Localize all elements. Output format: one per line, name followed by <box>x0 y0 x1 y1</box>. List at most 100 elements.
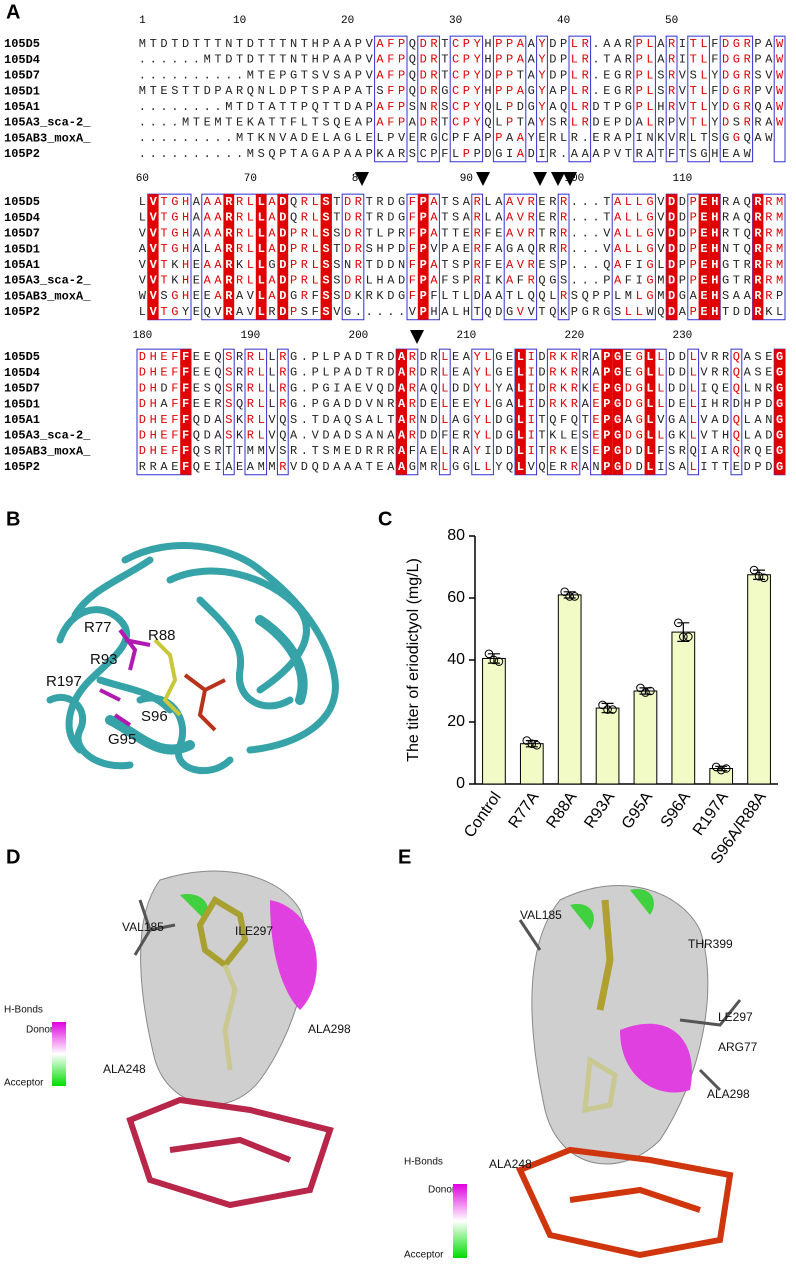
legend-label: Donor <box>428 1185 456 1196</box>
position-number: 20 <box>341 15 354 27</box>
position-number: 50 <box>665 15 678 27</box>
replicate-point <box>489 655 499 665</box>
sequence-name: 105A3_sca-2_ <box>4 274 91 288</box>
replicate-point <box>527 739 537 749</box>
bar <box>557 594 582 785</box>
conservation-box <box>687 348 700 476</box>
residue-label: ILE297 <box>235 924 273 938</box>
y-tick-label: 80 <box>447 527 465 544</box>
conservation-box <box>536 35 548 163</box>
panel-label: D <box>6 846 20 868</box>
conservation-box <box>687 35 710 163</box>
ligand-sticks <box>99 628 226 732</box>
position-number: 40 <box>557 15 570 27</box>
replicate-point <box>565 592 574 601</box>
x-tick-label: S96A <box>658 789 695 831</box>
position-number: 200 <box>348 330 368 342</box>
identical-column <box>223 194 235 320</box>
replicate-point <box>749 565 759 575</box>
conservation-box <box>719 35 754 163</box>
sequence-name: 105P2 <box>4 147 40 161</box>
conservation-box <box>568 35 592 163</box>
identical-column <box>752 194 764 320</box>
sequence-name: 105P2 <box>4 305 40 319</box>
replicate-point <box>759 573 769 583</box>
identical-column <box>709 194 721 320</box>
x-tick-label: R88A <box>544 789 581 832</box>
identical-column <box>180 349 191 475</box>
sequence-name: 105D1 <box>4 397 40 411</box>
position-number: 210 <box>456 330 476 342</box>
replicate-point <box>721 764 731 773</box>
x-tick-label: G95A <box>619 789 657 833</box>
conservation-box <box>449 35 484 163</box>
bar <box>747 574 771 785</box>
residue-label: S96 <box>141 708 168 725</box>
residue-label: R197 <box>46 673 82 690</box>
conservation-box <box>730 348 743 476</box>
conservation-box <box>492 35 527 163</box>
sequence-name: 105AB3_moxA_ <box>4 289 91 303</box>
identical-column <box>147 194 159 320</box>
conservation-box <box>276 348 289 476</box>
position-number: 190 <box>240 330 260 342</box>
bar <box>482 657 506 785</box>
sequence-name: 105D1 <box>4 242 40 256</box>
replicate-point <box>603 705 612 714</box>
replicate-point <box>598 700 607 710</box>
residue-label: VAL185 <box>520 908 562 922</box>
position-number: 180 <box>132 330 152 342</box>
conservation-box <box>590 348 667 476</box>
panel-label: B <box>6 508 20 530</box>
sequence-name: 105D4 <box>4 211 40 225</box>
replicate-point <box>641 688 650 697</box>
y-axis-title: The titer of eriodictyol (mg/L) <box>405 558 422 762</box>
replicate-point <box>522 736 532 745</box>
position-number: 60 <box>136 173 149 185</box>
error-bar <box>677 622 690 642</box>
replicate-point <box>716 765 726 775</box>
replicate-point <box>494 657 504 666</box>
sequence-name: 105D1 <box>4 84 40 98</box>
sequence-name: 105D7 <box>4 382 40 396</box>
position-number: 30 <box>449 15 462 27</box>
replicate-point <box>636 683 645 693</box>
panel-label: E <box>398 846 411 868</box>
conservation-box <box>546 348 581 476</box>
sequence-name: 105A3_sca-2_ <box>4 116 91 130</box>
residue-label: ALA298 <box>707 1087 750 1101</box>
identical-column <box>320 194 332 320</box>
identical-column <box>601 349 613 475</box>
legend-title: H-Bonds <box>404 1157 443 1168</box>
site-markers <box>355 172 577 344</box>
panel-label: C <box>378 508 392 530</box>
error-bar <box>601 702 614 714</box>
position-number: 10 <box>233 15 246 27</box>
identical-column <box>277 194 289 320</box>
y-tick-label: 20 <box>447 713 465 730</box>
y-tick-label: 40 <box>447 651 465 668</box>
residue-label: THR399 <box>688 937 733 951</box>
bar <box>595 707 620 785</box>
legend-label: Acceptor <box>4 1078 44 1089</box>
identical-column <box>612 349 623 475</box>
conservation-box <box>244 348 268 476</box>
x-tick-label: Control <box>461 789 505 841</box>
conservation-box <box>773 35 786 163</box>
